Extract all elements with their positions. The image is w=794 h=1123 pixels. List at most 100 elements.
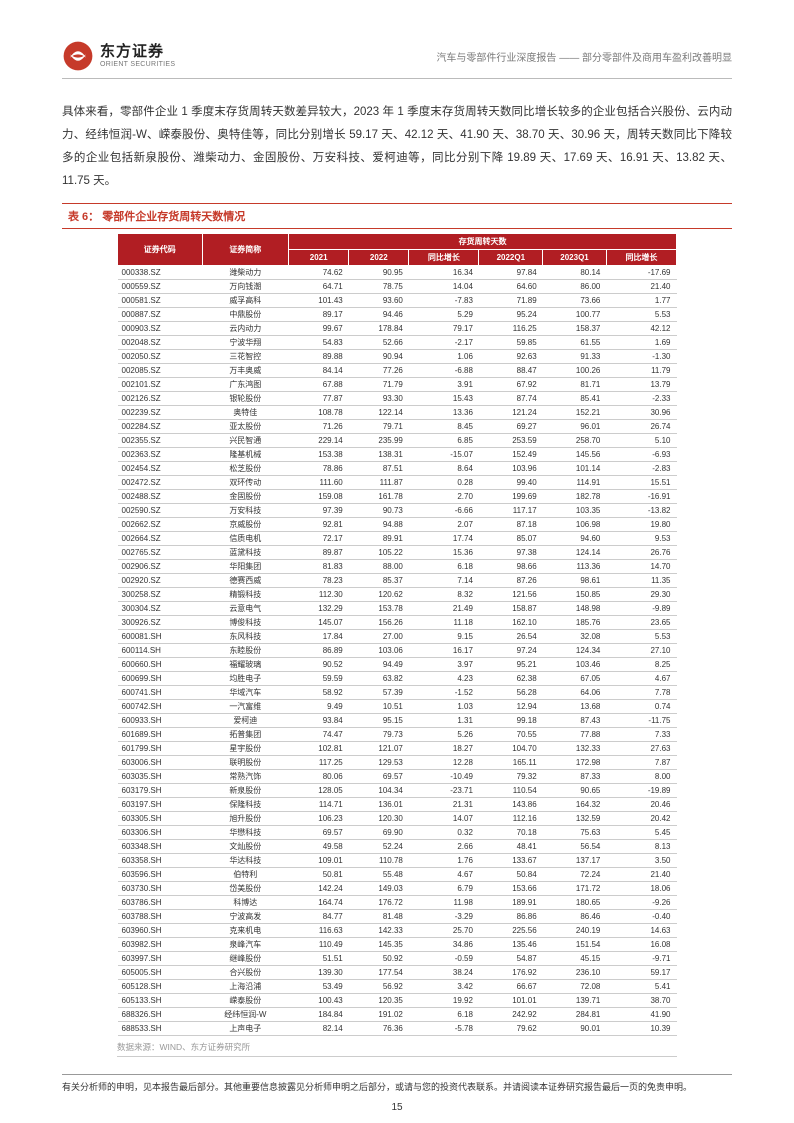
cell-value: 124.14 <box>543 546 607 560</box>
cell-value: 13.68 <box>543 700 607 714</box>
footer-disclaimer: 有关分析师的申明，见本报告最后部分。其他重要信息披露见分析师申明之后部分，或请与… <box>62 1074 732 1093</box>
cell-value: 191.02 <box>349 1008 409 1022</box>
cell-value: 120.35 <box>349 994 409 1008</box>
cell-value: 20.46 <box>606 798 676 812</box>
cell-name: 嵘泰股份 <box>202 994 289 1008</box>
cell-code: 603306.SH <box>118 826 203 840</box>
cell-value: 153.38 <box>289 448 349 462</box>
col-2022q1: 2022Q1 <box>479 250 543 266</box>
cell-value: 148.98 <box>543 602 607 616</box>
cell-code: 002590.SZ <box>118 504 203 518</box>
cell-value: 27.63 <box>606 742 676 756</box>
cell-value: -9.26 <box>606 896 676 910</box>
cell-name: 万安科技 <box>202 504 289 518</box>
cell-value: 101.14 <box>543 462 607 476</box>
col-code: 证券代码 <box>118 234 203 266</box>
table-row: 603730.SH岱美股份142.24149.036.79153.66171.7… <box>118 882 677 896</box>
table-body: 000338.SZ潍柴动力74.6290.9516.3497.8480.14-1… <box>118 266 677 1036</box>
cell-value: 13.79 <box>606 378 676 392</box>
cell-value: 30.96 <box>606 406 676 420</box>
cell-value: 1.31 <box>409 714 479 728</box>
cell-value: 14.07 <box>409 812 479 826</box>
cell-value: 164.74 <box>289 896 349 910</box>
caption-prefix: 表 6： <box>68 211 99 223</box>
cell-value: 97.24 <box>479 644 543 658</box>
table-row: 603179.SH新泉股份128.05104.34-23.71110.5490.… <box>118 784 677 798</box>
cell-value: 62.38 <box>479 672 543 686</box>
cell-value: 6.18 <box>409 560 479 574</box>
cell-value: 159.08 <box>289 490 349 504</box>
cell-value: -1.30 <box>606 350 676 364</box>
cell-value: 12.28 <box>409 756 479 770</box>
cell-value: 70.55 <box>479 728 543 742</box>
cell-value: 116.25 <box>479 322 543 336</box>
cell-value: 176.92 <box>479 966 543 980</box>
cell-value: 21.40 <box>606 280 676 294</box>
cell-value: 77.88 <box>543 728 607 742</box>
cell-name: 威孚高科 <box>202 294 289 308</box>
cell-code: 000903.SZ <box>118 322 203 336</box>
cell-value: 21.40 <box>606 868 676 882</box>
table-row: 002355.SZ兴民智通229.14235.996.85253.59258.7… <box>118 434 677 448</box>
table-row: 603982.SH泉峰汽车110.49145.3534.86135.46151.… <box>118 938 677 952</box>
cell-value: 32.08 <box>543 630 607 644</box>
col-yoy2: 同比增长 <box>606 250 676 266</box>
cell-value: 93.60 <box>349 294 409 308</box>
cell-value: -0.59 <box>409 952 479 966</box>
cell-name: 亚太股份 <box>202 420 289 434</box>
table-row: 002085.SZ万丰奥威84.1477.26-6.8888.47100.261… <box>118 364 677 378</box>
cell-code: 603788.SH <box>118 910 203 924</box>
cell-value: 64.06 <box>543 686 607 700</box>
cell-value: 69.57 <box>349 770 409 784</box>
logo-block: 东方证券 ORIENT SECURITIES <box>62 40 175 72</box>
cell-value: 81.83 <box>289 560 349 574</box>
cell-code: 601689.SH <box>118 728 203 742</box>
cell-value: 121.07 <box>349 742 409 756</box>
cell-value: 29.30 <box>606 588 676 602</box>
cell-value: 120.30 <box>349 812 409 826</box>
cell-name: 信质电机 <box>202 532 289 546</box>
cell-value: 3.91 <box>409 378 479 392</box>
table-row: 000903.SZ云内动力99.67178.8479.17116.25158.3… <box>118 322 677 336</box>
cell-value: 189.91 <box>479 896 543 910</box>
cell-value: 5.45 <box>606 826 676 840</box>
cell-value: 7.87 <box>606 756 676 770</box>
cell-name: 一汽富维 <box>202 700 289 714</box>
cell-value: 103.96 <box>479 462 543 476</box>
table-row: 002050.SZ三花智控89.8890.941.0692.6391.33-1.… <box>118 350 677 364</box>
cell-value: 1.69 <box>606 336 676 350</box>
table-row: 002454.SZ松芝股份78.8687.518.64103.96101.14-… <box>118 462 677 476</box>
cell-value: 109.01 <box>289 854 349 868</box>
cell-name: 华达科技 <box>202 854 289 868</box>
cell-name: 隆基机械 <box>202 448 289 462</box>
cell-name: 爱柯迪 <box>202 714 289 728</box>
table-row: 600933.SH爱柯迪93.8495.151.3199.1887.43-11.… <box>118 714 677 728</box>
cell-code: 000581.SZ <box>118 294 203 308</box>
table-row: 600114.SH东睦股份86.89103.0616.1797.24124.34… <box>118 644 677 658</box>
cell-value: 90.94 <box>349 350 409 364</box>
col-name: 证券简称 <box>202 234 289 266</box>
cell-value: 100.26 <box>543 364 607 378</box>
cell-value: 11.35 <box>606 574 676 588</box>
cell-value: 161.78 <box>349 490 409 504</box>
cell-value: 74.62 <box>289 266 349 280</box>
cell-name: 宁波高发 <box>202 910 289 924</box>
cell-value: 79.32 <box>479 770 543 784</box>
cell-value: 56.54 <box>543 840 607 854</box>
cell-value: 5.53 <box>606 630 676 644</box>
cell-value: 137.17 <box>543 854 607 868</box>
orient-logo-icon <box>62 40 94 72</box>
cell-value: 59.17 <box>606 966 676 980</box>
cell-value: 9.53 <box>606 532 676 546</box>
cell-value: 72.24 <box>543 868 607 882</box>
cell-value: 0.74 <box>606 700 676 714</box>
cell-value: 6.79 <box>409 882 479 896</box>
cell-value: 94.49 <box>349 658 409 672</box>
cell-value: 26.76 <box>606 546 676 560</box>
cell-value: 1.06 <box>409 350 479 364</box>
cell-value: 258.70 <box>543 434 607 448</box>
cell-name: 奥特佳 <box>202 406 289 420</box>
cell-value: 87.33 <box>543 770 607 784</box>
logo-cn: 东方证券 <box>100 44 175 59</box>
cell-value: 143.86 <box>479 798 543 812</box>
